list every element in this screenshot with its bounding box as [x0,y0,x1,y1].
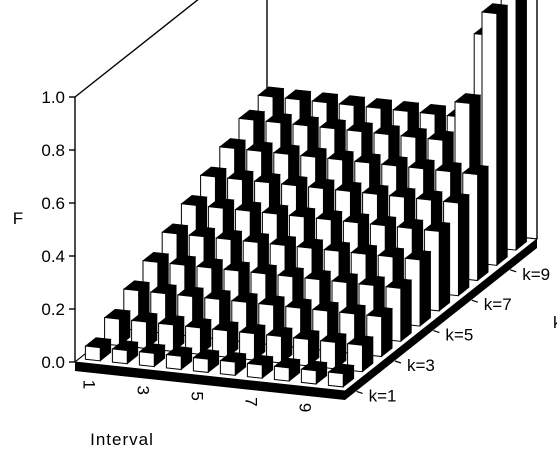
bar-front-face [327,371,344,388]
bar-front-face [273,365,290,382]
bar-front-face [104,316,120,347]
x-tick-label: 7 [242,397,261,406]
bar [192,348,220,374]
z-tick-mark [394,360,402,364]
bar-front-face [131,319,147,350]
bar-side-face [458,193,470,297]
bars-group [84,0,527,388]
bar-side-face [419,250,431,327]
x-tick-label: 3 [134,386,153,395]
bar [238,323,266,361]
bar [319,332,347,370]
bar [130,311,158,350]
x-tick-label: 1 [80,380,99,389]
y-tick-label: 0.6 [41,194,65,213]
bar [327,363,355,388]
bar [84,337,112,362]
floor-front-slab [75,362,345,400]
bar [385,278,413,342]
bar [265,326,293,364]
bar [292,329,320,367]
bar-front-face [138,351,155,368]
bar-front-face [239,331,255,361]
z-tick-label: k=7 [484,295,512,314]
bar-front-face [347,343,363,373]
bar-front-face [111,348,128,365]
bar-side-face [496,4,508,266]
bar-side-face [400,279,412,342]
bar-front-face [84,345,101,362]
z-tick-label: k=3 [407,356,435,375]
bar-side-face [477,165,489,282]
bar-front-face [212,328,228,358]
bar-front-face [158,322,174,352]
bar [184,317,212,355]
bar [404,249,432,327]
bar-front-face [266,334,282,364]
y-axis-title: F [13,209,23,228]
bar-side-face [515,0,527,251]
bar-front-face [219,359,236,376]
bar-front-face [293,337,309,367]
z-axis-title: k [553,313,557,332]
bar [211,320,239,358]
z-tick-mark [510,269,517,273]
bar [103,308,131,347]
bar [246,354,274,379]
bar [165,346,193,371]
tick-labels-group: 0.0 0.2 0.4 0.6 0.8 1.0 1 3 5 7 9 k=1 k=3 k=5 k=7 k=9 [41,88,550,412]
floor-right-slab [345,239,537,400]
z-tick-label: k=1 [369,386,397,405]
bar [273,357,301,382]
y-tick-label: 0.0 [41,353,65,372]
bar [346,334,374,373]
x-axis-title: Interval [90,430,154,449]
bar-front-face [246,362,263,379]
bar [138,343,166,368]
bar [300,360,328,385]
bar [111,340,139,365]
z-tick-mark [471,299,478,303]
bar-front-face [192,357,209,373]
bar [366,306,393,358]
bar-front-face [300,368,317,385]
z-tick-label: k=9 [522,265,550,284]
y-tick-label: 1.0 [41,88,65,107]
wall-top-left-edge [74,0,199,98]
z-tick-label: k=5 [445,326,473,345]
x-tick-label: 5 [188,391,207,400]
bar [157,314,185,353]
bar-front-face [320,340,336,370]
z-tick-mark [433,330,440,334]
y-tick-label: 0.2 [41,300,65,319]
bar [219,351,247,376]
bar-front-face [185,325,201,355]
y-tick-label: 0.4 [41,247,65,266]
y-tick-label: 0.8 [41,141,65,160]
z-tick-mark [356,390,363,394]
bar-side-face [438,222,451,312]
x-tick-label: 9 [296,403,315,412]
bar-front-face [165,354,182,371]
